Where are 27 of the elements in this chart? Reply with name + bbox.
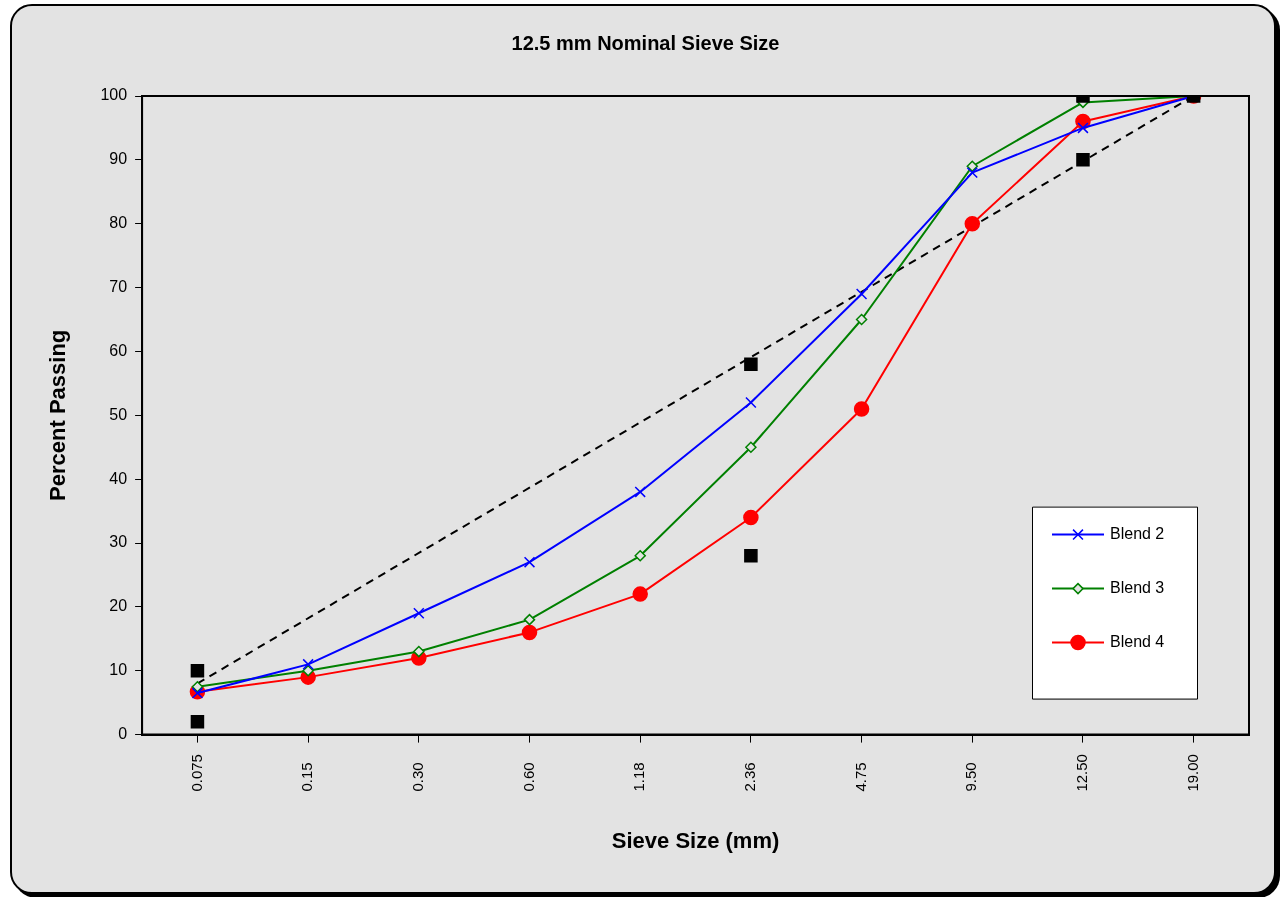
x-tick-label: 0.075 [187, 754, 205, 792]
x-tick-label: 0.30 [408, 762, 426, 792]
y-tick-label: 90 [109, 150, 128, 168]
x-tick-label: 2.36 [741, 762, 759, 792]
y-tick-label: 30 [109, 533, 128, 551]
y-tick-label: 80 [109, 214, 128, 232]
legend-label: Blend 2 [1110, 525, 1165, 543]
y-tick-label: 10 [109, 661, 128, 679]
legend-label: Blend 3 [1110, 579, 1165, 597]
y-tick-label: 60 [109, 341, 128, 359]
x-tick-label: 1.18 [630, 762, 648, 792]
x-tick-label: 19.00 [1183, 754, 1201, 792]
x-tick-label: 0.60 [519, 762, 537, 792]
x-axis-title: Sieve Size (mm) [611, 827, 780, 853]
x-tick-label: 0.15 [298, 762, 316, 792]
x-tick-label: 4.75 [851, 762, 869, 792]
y-axis-title: Percent Passing [45, 329, 71, 501]
chart-title: 12.5 mm Nominal Sieve Size [511, 31, 780, 54]
y-tick-label: 100 [100, 86, 128, 104]
y-tick-label: 20 [109, 597, 128, 615]
x-tick-label: 9.50 [962, 762, 980, 792]
x-tick-label: 12.50 [1073, 754, 1091, 792]
legend-label: Blend 4 [1110, 633, 1165, 651]
y-tick-label: 40 [109, 469, 128, 487]
y-tick-label: 70 [109, 277, 128, 295]
y-tick-label: 50 [109, 405, 128, 423]
y-tick-label: 0 [118, 725, 128, 743]
